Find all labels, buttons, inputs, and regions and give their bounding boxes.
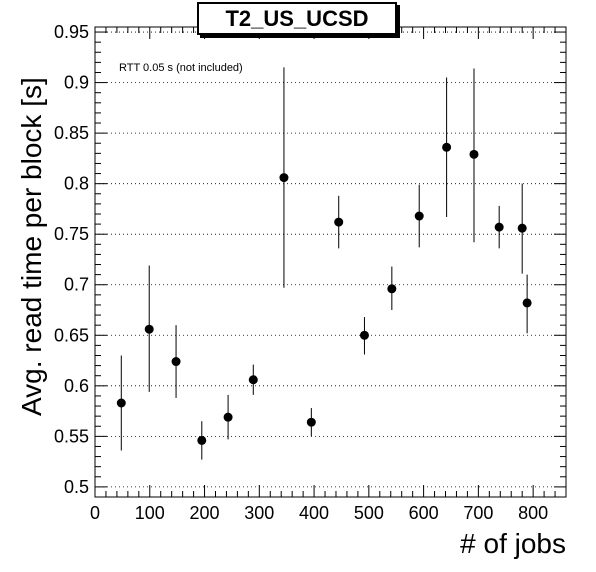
rtt-annotation: RTT 0.05 s (not included)	[119, 62, 243, 74]
plot-frame	[94, 26, 567, 498]
grid-lines	[95, 31, 566, 488]
x-tick-label: 800	[518, 503, 548, 523]
data-point	[469, 149, 479, 159]
data-point	[223, 412, 233, 422]
tick-marks	[94, 27, 567, 498]
axes	[94, 26, 567, 498]
data-point	[414, 211, 424, 221]
y-tick-label: 0.9	[64, 73, 89, 93]
error-bars	[120, 67, 528, 460]
y-tick-label: 0.5	[64, 477, 89, 497]
y-tick-label: 0.7	[64, 275, 89, 295]
x-tick-label: 400	[299, 503, 329, 523]
x-tick-label: 200	[190, 503, 220, 523]
y-tick-label: 0.95	[54, 22, 89, 42]
data-point	[494, 222, 504, 232]
data-point	[442, 142, 452, 152]
y-tick-label: 0.8	[64, 174, 89, 194]
data-point	[248, 375, 258, 385]
data-point	[171, 357, 181, 367]
y-tick-label: 0.75	[54, 224, 89, 244]
x-tick-label: 600	[409, 503, 439, 523]
y-tick-label: 0.6	[64, 376, 89, 396]
y-tick-label: 0.65	[54, 325, 89, 345]
data-point	[359, 330, 369, 340]
data-point	[334, 217, 344, 227]
chart-title: T2_US_UCSD	[197, 2, 397, 35]
x-axis-label: # of jobs	[460, 528, 566, 559]
data-point	[116, 398, 126, 408]
x-tick-label: 0	[90, 503, 100, 523]
y-tick-label: 0.55	[54, 426, 89, 446]
x-tick-label: 300	[244, 503, 274, 523]
x-tick-label: 700	[463, 503, 493, 523]
data-points	[116, 142, 532, 445]
y-axis-label: Avg. read time per block [s]	[16, 77, 47, 416]
data-point	[517, 223, 527, 233]
data-point	[306, 417, 316, 427]
data-point	[197, 435, 207, 445]
tick-labels: 0.5 0.55 0.6 0.65 0.7 0.75 0.8 0.85 0.9 0.95 0 100 2…	[54, 22, 548, 523]
x-tick-label: 500	[354, 503, 384, 523]
data-point	[279, 173, 289, 183]
y-tick-label: 0.85	[54, 123, 89, 143]
data-point	[144, 324, 154, 334]
data-point	[522, 298, 532, 308]
x-tick-label: 100	[135, 503, 165, 523]
data-point	[387, 284, 397, 294]
